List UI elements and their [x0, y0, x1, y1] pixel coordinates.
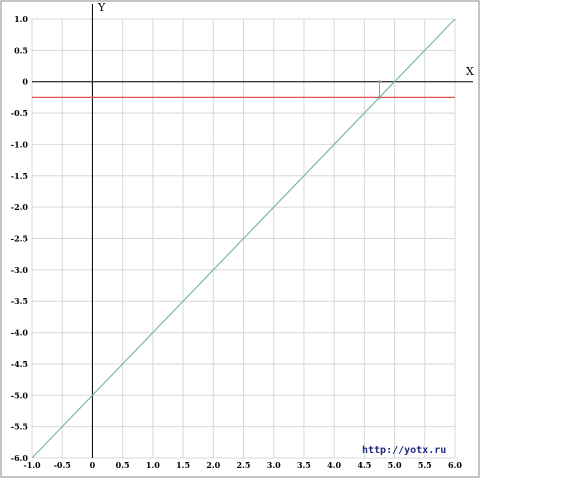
series-group	[31, 18, 456, 459]
y-tick-label: 0	[22, 77, 28, 87]
x-tick-label: 4.0	[327, 460, 341, 470]
y-tick-label: -6.0	[11, 453, 29, 463]
y-tick-label: -5.5	[11, 422, 28, 432]
x-tick-label: 5.0	[388, 460, 402, 470]
tick-labels: -1.0 -0.5 0 0.5 1.0 1.5 2.0 2.5 3.0 3.5 4.0 4.5 5.0 5…	[11, 14, 463, 470]
watermark: http://yotx.ru	[362, 445, 446, 456]
x-tick-label: 4.5	[357, 460, 371, 470]
x-tick-label: 6.0	[448, 460, 462, 470]
y-tick-label: 0.5	[14, 45, 28, 55]
y-tick-label: -1.5	[11, 171, 28, 181]
x-tick-label: -1.0	[23, 460, 41, 470]
x-tick-label: 3.5	[297, 460, 311, 470]
grid	[31, 18, 456, 459]
y-tick-label: -5.0	[11, 390, 29, 400]
y-tick-label: -1.0	[11, 139, 29, 149]
x-tick-label: 0	[90, 460, 96, 470]
x-tick-label: 1.0	[146, 460, 160, 470]
x-tick-label: 2.5	[237, 460, 251, 470]
x-tick-label: 0.5	[116, 460, 130, 470]
axes	[32, 4, 473, 458]
x-tick-label: 2.0	[206, 460, 220, 470]
y-tick-label: -3.0	[11, 265, 29, 275]
marker-dot-bottom	[377, 95, 381, 99]
x-tick-label: -0.5	[54, 460, 71, 470]
x-tick-label: 1.5	[176, 460, 190, 470]
y-tick-label: -3.5	[11, 296, 28, 306]
x-axis-name: X	[466, 65, 474, 78]
x-tick-label: 5.5	[418, 460, 432, 470]
series-line-0	[31, 18, 456, 459]
y-tick-label: -4.0	[11, 328, 29, 338]
y-axis-name: Y	[97, 1, 106, 14]
y-tick-label: -2.5	[11, 234, 28, 244]
y-tick-label: -4.5	[11, 359, 28, 369]
y-tick-label: -2.0	[11, 202, 29, 212]
plot-border	[0, 0, 480, 478]
y-tick-label: -0.5	[11, 108, 28, 118]
marker-dot-top	[377, 80, 381, 84]
y-tick-label: 1.0	[14, 14, 28, 24]
x-tick-label: 3.0	[267, 460, 281, 470]
